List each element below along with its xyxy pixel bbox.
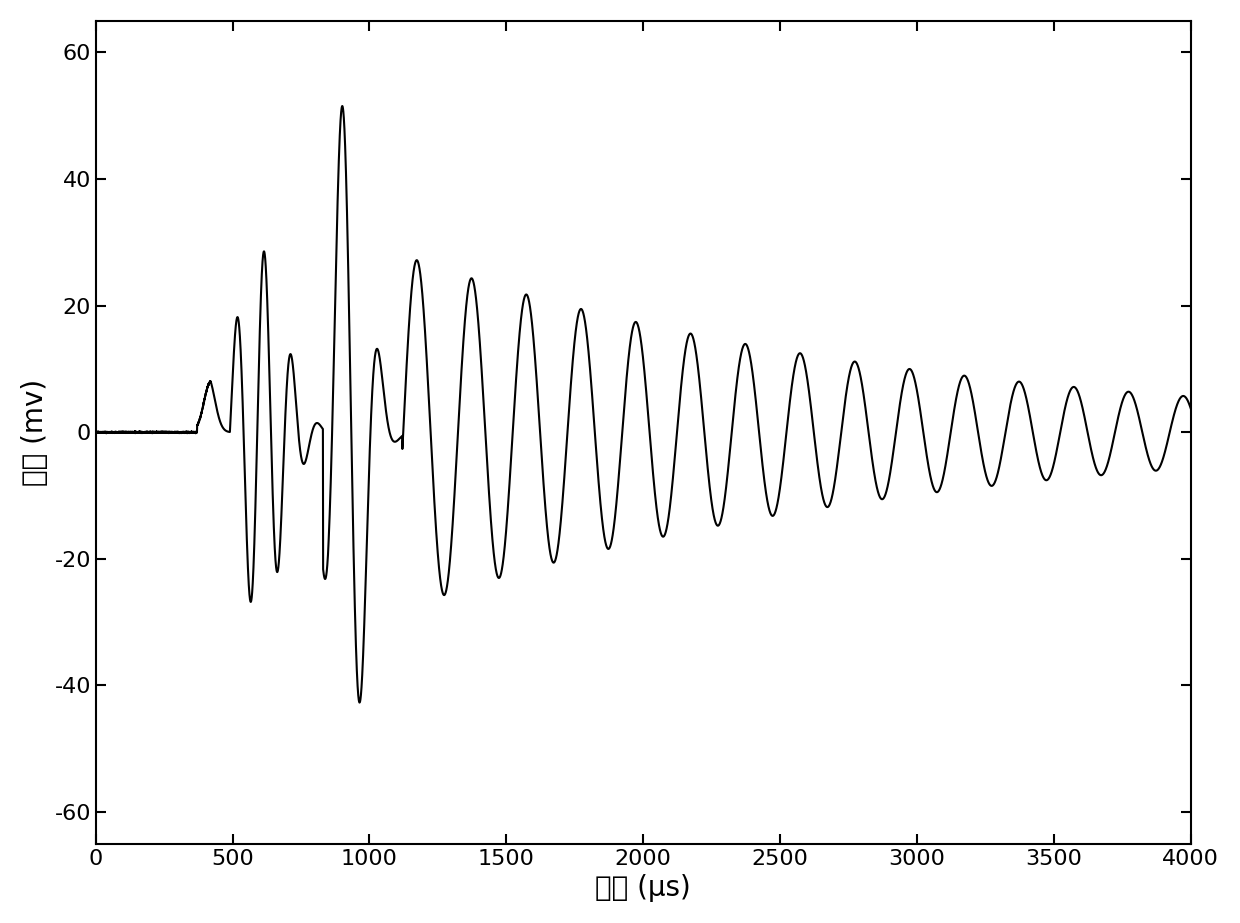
Y-axis label: 幅値 (mv): 幅値 (mv) bbox=[21, 378, 48, 485]
X-axis label: 时间 (μs): 时间 (μs) bbox=[595, 874, 691, 902]
